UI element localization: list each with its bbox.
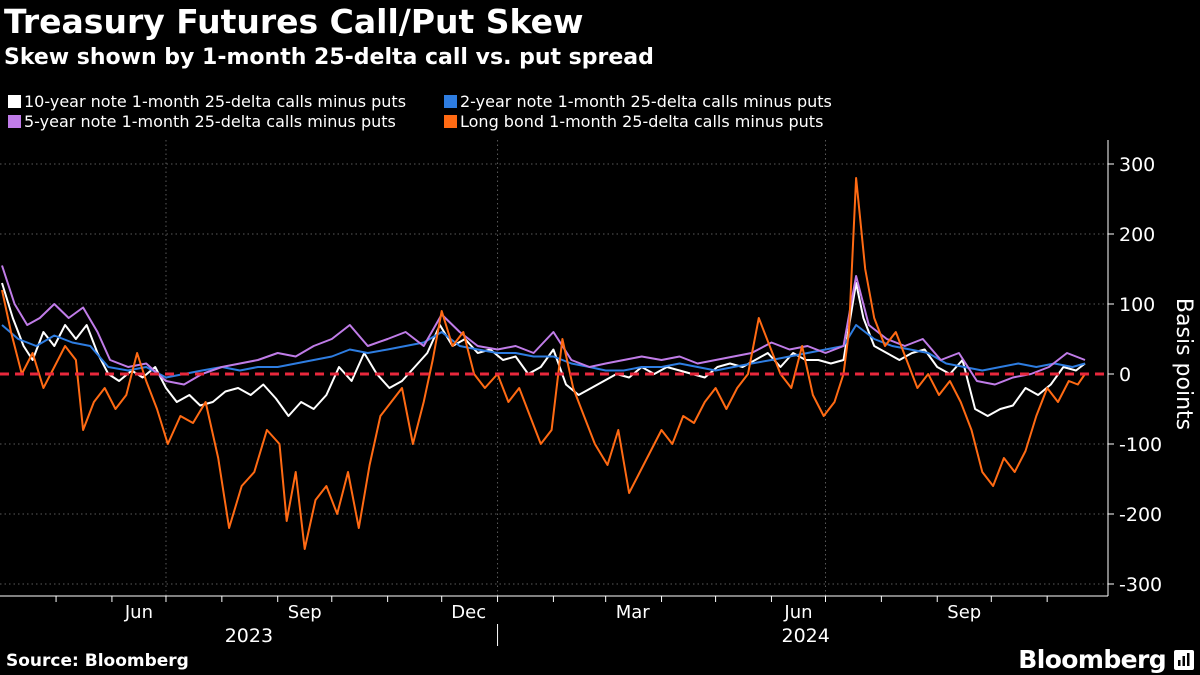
series-line-2: [1, 265, 1086, 386]
y-tick-label: 300: [1119, 154, 1155, 176]
y-axis-title: Basis points: [1171, 298, 1196, 430]
legend-label-2-year: 2-year note 1-month 25-delta calls minus…: [460, 92, 832, 111]
legend-item-2-year: 2-year note 1-month 25-delta calls minus…: [444, 92, 832, 111]
x-tick-label: Dec: [451, 602, 486, 623]
legend-item-long-bond: Long bond 1-month 25-delta calls minus p…: [444, 112, 823, 131]
chart-title: Treasury Futures Call/Put Skew: [4, 2, 584, 41]
bloomberg-logo-icon: [1174, 650, 1194, 670]
source-note: Source: Bloomberg: [6, 651, 189, 671]
x-year-label: 2024: [782, 625, 830, 647]
y-tick-label: -100: [1119, 434, 1162, 456]
series-line-3: [1, 177, 1086, 550]
legend-item-10-year: 10-year note 1-month 25-delta calls minu…: [8, 92, 406, 111]
x-year-label: 2023: [225, 625, 273, 647]
legend-label-5-year: 5-year note 1-month 25-delta calls minus…: [24, 112, 396, 131]
x-tick-label: Jun: [124, 602, 153, 623]
y-tick-label: -200: [1119, 504, 1162, 526]
y-tick-label: -300: [1119, 574, 1162, 596]
y-tick-label: 0: [1119, 364, 1131, 386]
x-tick-label: Mar: [616, 602, 651, 623]
legend-item-5-year: 5-year note 1-month 25-delta calls minus…: [8, 112, 396, 131]
y-tick-label: 100: [1119, 294, 1155, 316]
legend-label-10-year: 10-year note 1-month 25-delta calls minu…: [24, 92, 407, 111]
legend-swatch-long-bond: [444, 115, 457, 128]
y-tick-label: 200: [1119, 224, 1155, 246]
x-tick-label: Sep: [288, 602, 322, 623]
chart-subtitle: Skew shown by 1-month 25-delta call vs. …: [4, 45, 654, 70]
brand-wordmark: Bloomberg: [1018, 645, 1166, 674]
legend-swatch-5-year: [8, 115, 21, 128]
series-line-0: [1, 282, 1086, 417]
x-tick-label: Jun: [783, 602, 812, 623]
series-line-1: [1, 324, 1086, 379]
legend-swatch-2-year: [444, 95, 457, 108]
legend-swatch-10-year: [8, 95, 21, 108]
x-tick-label: Sep: [947, 602, 981, 623]
legend-label-long-bond: Long bond 1-month 25-delta calls minus p…: [460, 112, 824, 131]
